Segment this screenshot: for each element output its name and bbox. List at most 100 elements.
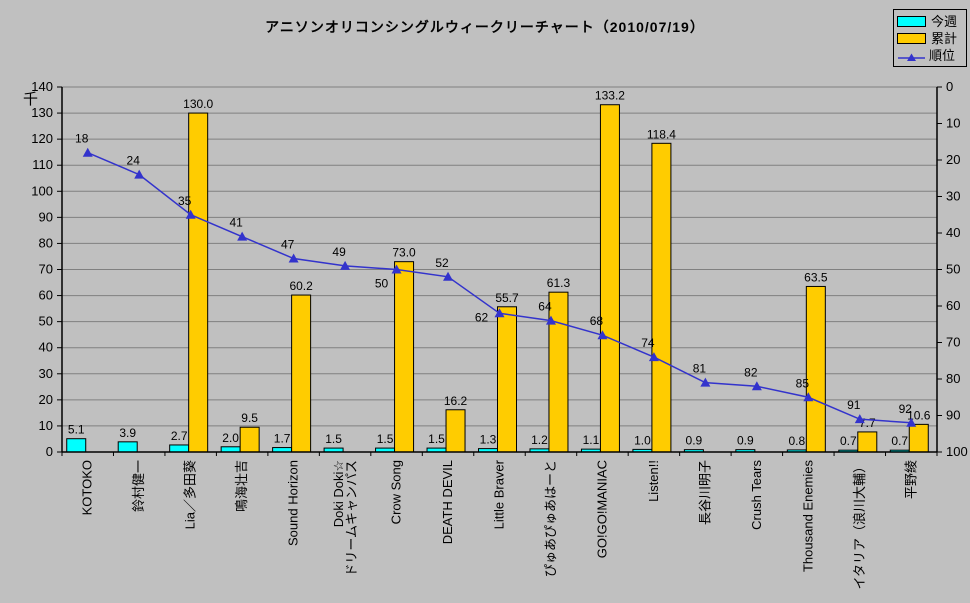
- rank-marker-icon: [700, 377, 711, 387]
- category-label: KOTOKO: [80, 460, 95, 515]
- svg-text:2.0: 2.0: [222, 431, 239, 445]
- rank-marker-icon: [597, 330, 608, 340]
- svg-text:90: 90: [39, 209, 53, 224]
- rank-marker-icon: [443, 271, 454, 281]
- svg-text:10: 10: [39, 418, 53, 433]
- svg-text:80: 80: [39, 235, 53, 250]
- svg-text:120: 120: [31, 131, 53, 146]
- chart-title: アニソンオリコンシングルウィークリーチャート（2010/07/19）: [265, 19, 705, 35]
- svg-text:90: 90: [946, 408, 960, 423]
- svg-text:85: 85: [796, 376, 810, 390]
- svg-text:60.2: 60.2: [289, 279, 313, 293]
- svg-text:130.0: 130.0: [183, 97, 213, 111]
- category-label: Thousand Enemies: [800, 460, 815, 573]
- svg-text:0.7: 0.7: [840, 434, 857, 448]
- svg-text:41: 41: [229, 216, 243, 230]
- svg-text:0: 0: [946, 79, 953, 94]
- svg-text:10.6: 10.6: [907, 408, 931, 422]
- svg-text:140: 140: [31, 79, 53, 94]
- category-label: 鈴村健一: [131, 460, 146, 512]
- svg-text:82: 82: [744, 365, 758, 379]
- rank-marker-icon: [803, 392, 814, 402]
- category-label: Lia／多田葵: [183, 460, 198, 529]
- svg-text:62: 62: [475, 310, 489, 324]
- svg-text:1.0: 1.0: [634, 433, 651, 447]
- svg-text:1.2: 1.2: [531, 433, 548, 447]
- svg-text:50: 50: [39, 314, 53, 329]
- left-axis-unit: 千: [23, 91, 38, 108]
- legend-label-total: 累計: [931, 31, 958, 46]
- svg-text:40: 40: [946, 225, 960, 240]
- category-label: Little Braver: [492, 459, 507, 529]
- svg-text:118.4: 118.4: [647, 127, 676, 141]
- svg-text:68: 68: [590, 314, 604, 328]
- category-label: 鳴海壮吉: [234, 460, 249, 512]
- svg-text:2.7: 2.7: [171, 429, 188, 443]
- svg-text:1.5: 1.5: [428, 432, 445, 446]
- svg-text:18: 18: [75, 132, 89, 146]
- category-label: Crush Tears: [749, 460, 764, 530]
- svg-text:5.1: 5.1: [68, 423, 85, 437]
- svg-text:60: 60: [39, 288, 53, 303]
- svg-text:40: 40: [39, 340, 53, 355]
- rank-marker-icon: [340, 260, 351, 270]
- category-label: Crow Song: [389, 460, 404, 524]
- svg-text:64: 64: [538, 300, 552, 314]
- rank-line: 18 24 35 41 47 49 50 52 62 64 68 74 81 82 85 91 92: [75, 132, 917, 427]
- category-label: Sound Horizon: [286, 460, 301, 546]
- svg-text:1.5: 1.5: [377, 432, 394, 446]
- svg-text:1.1: 1.1: [583, 433, 600, 447]
- svg-text:74: 74: [641, 336, 655, 350]
- svg-text:47: 47: [281, 238, 295, 252]
- svg-text:52: 52: [435, 256, 449, 270]
- svg-text:50: 50: [375, 277, 389, 291]
- rank-marker-icon: [751, 381, 762, 391]
- rank-marker-icon: [494, 308, 505, 318]
- category-label: イタリア（浪川大輔）: [852, 460, 867, 589]
- svg-text:60: 60: [946, 298, 960, 313]
- svg-text:1.5: 1.5: [325, 432, 342, 446]
- rank-marker-icon: [854, 414, 865, 424]
- bars-thisweek: 5.1 3.9 2.7 2.0 1.7 1.5 1.5 1.5 1.3 1.2 1.1 1.0 0.9 0…: [66, 423, 910, 453]
- legend-label-thisweek: 今週: [931, 14, 958, 29]
- svg-text:10: 10: [946, 116, 960, 131]
- svg-text:49: 49: [332, 245, 346, 259]
- svg-text:133.2: 133.2: [595, 89, 625, 103]
- svg-text:81: 81: [693, 362, 707, 376]
- svg-text:0.9: 0.9: [686, 434, 703, 448]
- category-labels: KOTOKO 鈴村健一 Lia／多田葵 鳴海壮吉 Sound Horizon Doki D…: [80, 459, 919, 589]
- svg-text:50: 50: [946, 262, 960, 277]
- svg-text:130: 130: [31, 105, 53, 120]
- svg-text:30: 30: [39, 366, 53, 381]
- svg-text:100: 100: [31, 183, 53, 198]
- rank-marker-icon: [185, 209, 196, 219]
- svg-text:63.5: 63.5: [804, 270, 828, 284]
- rank-marker-icon: [288, 253, 299, 263]
- rank-marker-icon: [648, 352, 659, 362]
- rank-marker-icon: [545, 315, 556, 325]
- x-axis-ticks: [61, 452, 938, 456]
- svg-text:110: 110: [32, 157, 53, 172]
- svg-text:91: 91: [847, 398, 861, 412]
- category-label: Doki Doki☆ドリームキャンパス: [331, 460, 359, 577]
- svg-text:30: 30: [946, 189, 960, 204]
- legend-label-rank: 順位: [929, 48, 956, 63]
- svg-text:16.2: 16.2: [444, 394, 468, 408]
- legend: 今週 累計 順位: [893, 9, 967, 67]
- rank-marker-icon: [134, 169, 145, 179]
- svg-text:20: 20: [946, 152, 960, 167]
- svg-text:61.3: 61.3: [547, 276, 571, 290]
- y-axis-right-labels: 0 10 20 30 40 50 60 70 80 90 100: [937, 79, 968, 459]
- rank-line-swatch-icon: [897, 50, 926, 61]
- svg-text:9.5: 9.5: [241, 411, 258, 425]
- category-label: 長谷川明子: [697, 460, 712, 525]
- svg-text:24: 24: [127, 154, 141, 168]
- legend-item-thisweek: 今週: [894, 13, 966, 30]
- rank-marker-icon: [391, 264, 402, 274]
- category-label: ぴゅあぴゅあはーと: [543, 460, 558, 577]
- category-label: 平野綾: [903, 460, 918, 499]
- svg-text:100: 100: [946, 444, 968, 459]
